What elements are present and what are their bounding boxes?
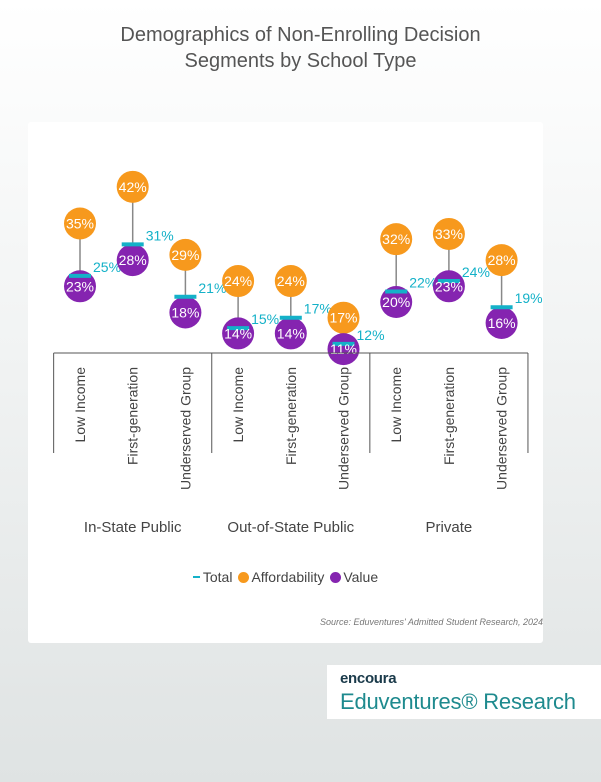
group-label: Private [426, 519, 473, 536]
affordability-dot-icon [238, 571, 250, 583]
affordability-label: 32% [382, 231, 410, 247]
affordability-dot [380, 223, 413, 256]
affordability-dot [274, 265, 307, 298]
value-label: 23% [66, 278, 94, 294]
legend-item-value: Value [330, 569, 378, 585]
brand-logo: encoura Eduventures® Research [327, 665, 601, 719]
title-line-2: Segments by School Type [184, 50, 417, 72]
affordability-label: 35% [66, 215, 94, 231]
value-dot [64, 270, 96, 303]
value-dot [380, 286, 413, 318]
value-label: 14% [277, 325, 305, 341]
category-tick-label: First-generation [283, 367, 299, 465]
affordability-label: 29% [171, 247, 199, 263]
value-label: 20% [382, 294, 410, 310]
chart-title: Demographics of Non-Enrolling Decision S… [0, 22, 601, 74]
total-label: 22% [409, 275, 437, 291]
value-dot [274, 317, 307, 350]
legend-item-total: Total [192, 569, 233, 585]
total-label: 24% [462, 264, 490, 280]
legend: Total Affordability Value [28, 569, 543, 585]
title-line-1: Demographics of Non-Enrolling Decision [120, 24, 481, 46]
affordability-dot [432, 217, 465, 250]
value-dot [327, 333, 360, 366]
affordability-dot [169, 238, 202, 271]
affordability-dot [222, 265, 255, 298]
category-tick-label: First-generation [441, 367, 457, 465]
category-tick-label: Underserved Group [494, 367, 510, 490]
value-label: 23% [435, 278, 463, 294]
affordability-label: 42% [119, 179, 147, 195]
value-label: 16% [488, 315, 516, 331]
total-label: 19% [515, 290, 543, 306]
total-label: 12% [357, 327, 385, 343]
affordability-label: 24% [277, 273, 305, 289]
group-label: In-State Public [84, 519, 182, 536]
affordability-dot [64, 207, 96, 240]
brand-logo-large: Eduventures® Research [340, 689, 576, 714]
value-label: 11% [330, 341, 357, 357]
legend-item-affordability: Affordability [238, 569, 324, 585]
value-label: 18% [171, 304, 199, 320]
category-tick-label: Low Income [72, 367, 88, 443]
value-label: 14% [224, 325, 252, 341]
affordability-label: 24% [224, 273, 252, 289]
legend-label-affordability: Affordability [251, 569, 325, 585]
source-note: Source: Eduventures' Admitted Student Re… [319, 617, 543, 627]
dot-range-chart: 35% 23% 25% Low Income 42% 28% 31% First-genera… [53, 170, 543, 536]
value-dot-icon [330, 571, 342, 583]
legend-label-total: Total [202, 569, 233, 585]
category-tick-label: Low Income [388, 367, 404, 443]
affordability-dot [485, 244, 518, 277]
group-label: Out-of-State Public [227, 519, 354, 536]
total-label: 25% [93, 259, 121, 275]
total-label: 31% [146, 227, 174, 243]
value-dot [432, 270, 465, 303]
affordability-dot [327, 301, 360, 334]
value-dot [169, 296, 202, 329]
value-dot [116, 244, 149, 277]
total-label: 17% [304, 301, 332, 317]
total-label: 15% [251, 311, 279, 327]
total-label: 21% [198, 280, 226, 296]
total-marker-icon [192, 576, 200, 578]
category-tick-label: Low Income [230, 367, 246, 443]
category-tick-label: Underserved Group [336, 367, 352, 490]
brand-logo-small: encoura [340, 670, 397, 687]
chart-panel: 35% 23% 25% Low Income 42% 28% 31% First-genera… [28, 122, 543, 643]
legend-label-value: Value [343, 569, 379, 585]
category-tick-label: Underserved Group [177, 367, 193, 490]
category-tick-label: First-generation [125, 367, 141, 465]
affordability-label: 17% [329, 310, 357, 326]
affordability-label: 28% [488, 252, 516, 268]
affordability-label: 33% [435, 226, 463, 242]
value-label: 28% [119, 252, 147, 268]
affordability-dot [116, 170, 149, 203]
value-dot [222, 317, 255, 350]
value-dot [485, 306, 518, 339]
